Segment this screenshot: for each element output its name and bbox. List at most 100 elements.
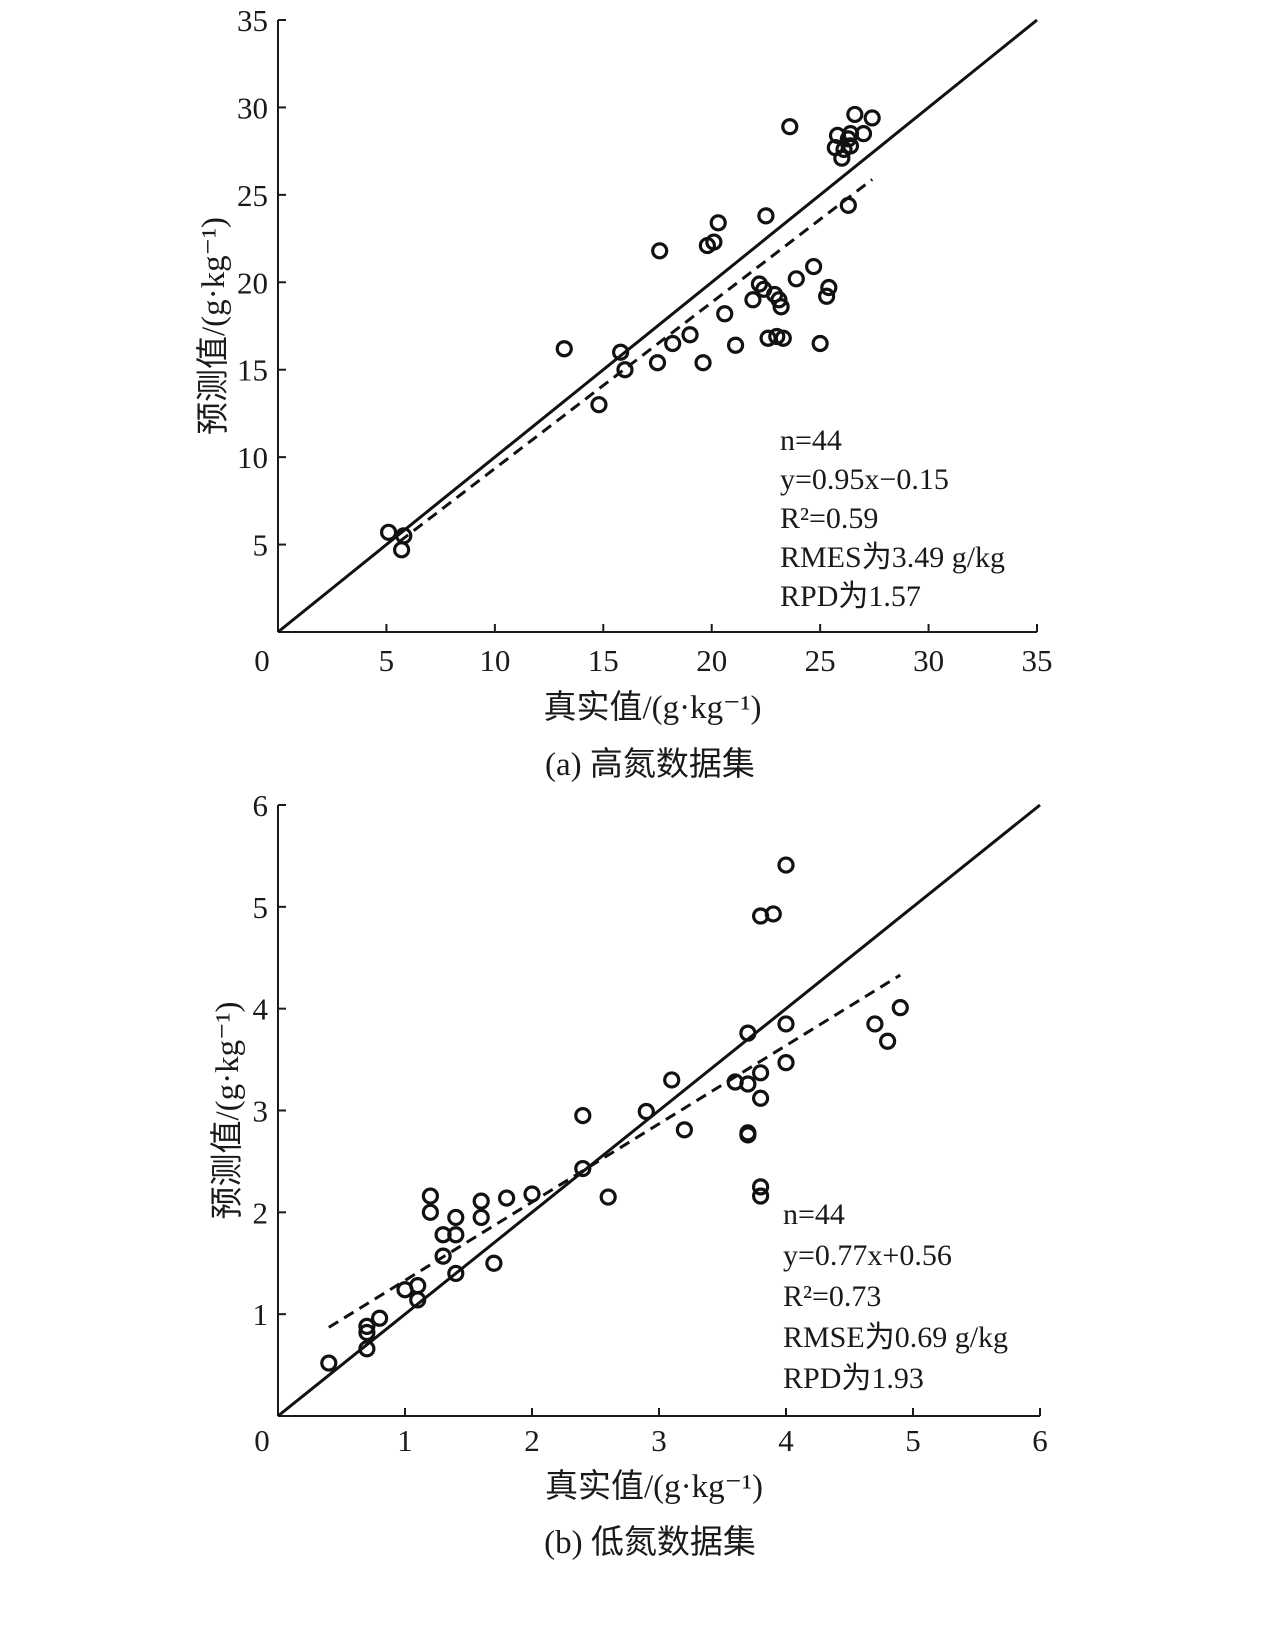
y-tick-label: 5 xyxy=(253,890,269,925)
y-tick-label: 30 xyxy=(237,90,268,125)
data-point xyxy=(358,1317,376,1335)
data-point xyxy=(612,343,630,361)
x-tick-label: 35 xyxy=(1022,643,1053,678)
statistics-annotation-line: n=44 xyxy=(780,424,842,457)
statistics-annotation-line: y=0.95x−0.15 xyxy=(780,463,949,496)
data-point xyxy=(781,118,799,136)
panel-caption: (b) 低氮数据集 xyxy=(544,1524,756,1561)
data-point xyxy=(820,278,838,297)
y-tick-label: 10 xyxy=(237,440,268,475)
data-point xyxy=(751,1089,770,1107)
data-point xyxy=(616,361,634,379)
data-point xyxy=(447,1226,465,1244)
data-point xyxy=(590,396,608,414)
data-point xyxy=(787,270,805,288)
regression-line xyxy=(398,178,874,543)
data-point xyxy=(599,1188,617,1206)
data-point xyxy=(772,298,790,316)
data-point xyxy=(709,214,727,232)
data-point xyxy=(744,291,762,309)
y-tick-label: 2 xyxy=(253,1195,269,1230)
data-point xyxy=(694,354,712,372)
y-axis-label: 预测值/(g·kg⁻¹) xyxy=(209,1002,246,1220)
statistics-annotation-line: RMSE为0.69 g/kg xyxy=(783,1321,1008,1354)
data-point xyxy=(878,1032,897,1050)
data-point xyxy=(472,1192,490,1210)
data-point xyxy=(726,336,745,354)
data-point xyxy=(716,305,734,323)
data-point xyxy=(393,541,411,559)
y-tick-label: 4 xyxy=(253,992,269,1027)
reference-line xyxy=(277,803,1041,1418)
origin-tick-label: 0 xyxy=(254,643,270,678)
y-tick-label: 6 xyxy=(253,788,269,823)
data-point xyxy=(409,1291,427,1309)
data-point xyxy=(421,1203,439,1221)
data-point xyxy=(818,287,836,305)
x-tick-label: 3 xyxy=(651,1423,667,1458)
x-tick-label: 25 xyxy=(805,643,836,678)
data-point xyxy=(863,109,881,127)
x-axis-label: 真实值/(g·kg⁻¹) xyxy=(545,1468,763,1505)
x-tick-label: 6 xyxy=(1032,1423,1048,1458)
x-tick-label: 5 xyxy=(379,643,395,678)
data-point xyxy=(523,1185,541,1203)
y-tick-label: 1 xyxy=(253,1297,269,1332)
data-point xyxy=(651,242,669,260)
data-point xyxy=(739,1075,757,1093)
y-tick-label: 20 xyxy=(237,265,268,300)
data-point xyxy=(705,233,723,251)
data-point xyxy=(447,1264,465,1283)
data-point xyxy=(739,1024,757,1042)
regression-line xyxy=(328,973,902,1329)
data-point xyxy=(751,1187,770,1205)
data-point xyxy=(681,326,699,344)
data-point xyxy=(805,257,823,276)
data-point xyxy=(757,207,775,225)
y-tick-label: 35 xyxy=(237,3,268,38)
data-point xyxy=(811,334,829,353)
y-tick-label: 25 xyxy=(237,178,268,213)
data-point xyxy=(854,125,873,143)
origin-tick-label: 0 xyxy=(254,1423,270,1458)
statistics-annotation-line: RMES为3.49 g/kg xyxy=(780,541,1005,574)
data-point xyxy=(774,329,792,347)
x-tick-label: 4 xyxy=(778,1423,794,1458)
y-tick-label: 5 xyxy=(253,528,269,563)
statistics-annotation-line: RPD为1.57 xyxy=(780,580,921,613)
x-axis-label: 真实值/(g·kg⁻¹) xyxy=(544,689,762,726)
data-point xyxy=(841,137,860,155)
data-point xyxy=(434,1247,452,1265)
data-point xyxy=(358,1323,376,1342)
data-point xyxy=(320,1354,338,1372)
x-tick-label: 5 xyxy=(905,1423,921,1458)
data-point xyxy=(421,1187,439,1205)
x-tick-label: 2 xyxy=(524,1423,540,1458)
x-tick-label: 15 xyxy=(588,643,619,678)
statistics-annotation-line: y=0.77x+0.56 xyxy=(783,1239,952,1272)
data-point xyxy=(739,1126,757,1144)
data-point xyxy=(555,340,573,358)
data-point xyxy=(574,1106,592,1125)
data-point xyxy=(637,1102,655,1121)
data-point xyxy=(866,1015,884,1033)
data-point xyxy=(777,1015,795,1033)
data-point xyxy=(777,856,795,874)
data-point xyxy=(675,1121,694,1139)
data-point xyxy=(833,149,851,167)
panel-caption: (a) 高氮数据集 xyxy=(545,746,755,783)
data-point xyxy=(764,905,782,923)
data-point xyxy=(751,1064,770,1082)
statistics-annotation-line: RPD为1.93 xyxy=(783,1362,924,1395)
data-point xyxy=(485,1254,503,1272)
scatter-plot-panel: 5 10 15 20 25 30 35 5 10 15 20 25 30 35 0 真实值/(g·kg⁻¹) 预… xyxy=(195,3,1053,783)
data-point xyxy=(371,1309,389,1327)
data-point xyxy=(663,1071,681,1089)
scatter-plot-panel: 1 2 3 4 5 6 1 2 3 4 5 6 0 真实值/(g·kg⁻¹) 预测值/(g·kg⁻¹) (b)… xyxy=(209,788,1048,1561)
y-tick-label: 3 xyxy=(253,1094,269,1129)
data-point xyxy=(379,523,398,541)
data-point xyxy=(664,334,682,353)
data-point xyxy=(574,1159,592,1178)
